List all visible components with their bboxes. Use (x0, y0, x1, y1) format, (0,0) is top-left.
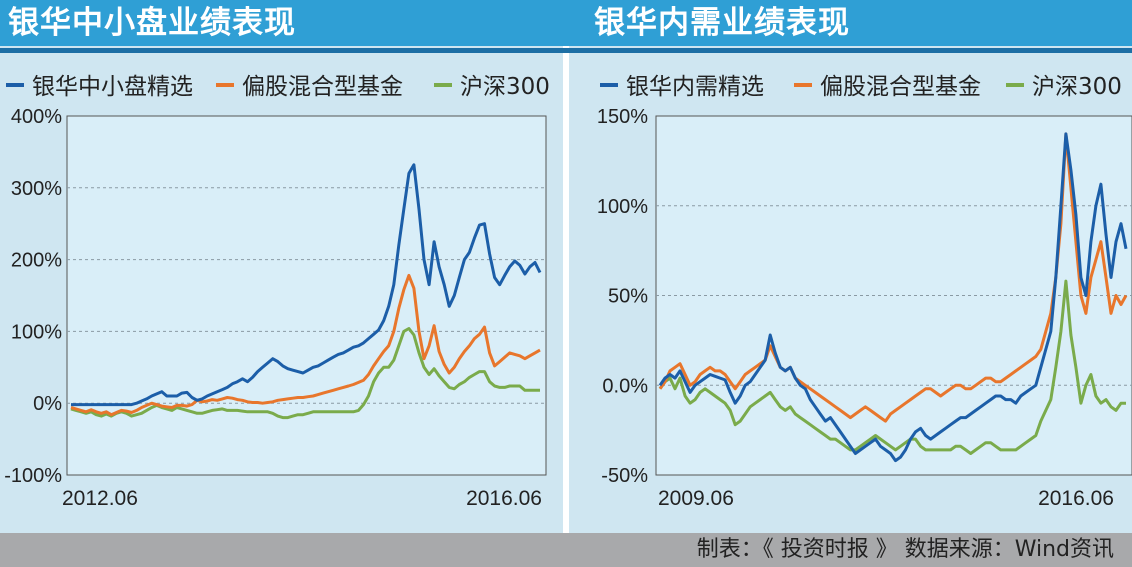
series-line (658, 132, 1128, 423)
x-tick-label: 2016.06 (466, 487, 542, 510)
y-tick-label: 300% (11, 178, 62, 200)
y-tick-label: -50% (601, 465, 648, 487)
panel-divider (563, 0, 569, 533)
legend-label: 沪深300 (1032, 74, 1122, 100)
left-chart-panel: 银华中小盘业绩表现 400% 300% 200% 100% 0% -100% 2012.06… (0, 0, 566, 533)
right-chart-panel: 银华内需业绩表现 150% 100% 50% 0.0% -50% 2009.06 2016.… (566, 0, 1132, 533)
legend-label: 银华中小盘精选 (32, 74, 193, 100)
series-line (71, 163, 542, 407)
y-tick-label: 200% (11, 250, 62, 272)
y-tick-label: -100% (4, 465, 62, 487)
line-chart-right: 150% 100% 50% 0.0% -50% 2009.06 2016.06 银华内需精选 偏… (597, 74, 1132, 510)
legend-label: 偏股混合型基金 (820, 74, 981, 100)
plot-area (66, 115, 547, 476)
y-tick-label: 0.0% (602, 375, 648, 397)
y-tick-label: 100% (597, 196, 648, 218)
y-tick-label: 400% (11, 106, 62, 128)
legend-label: 银华内需精选 (626, 74, 764, 100)
chart-title: 银华中小盘业绩表现 (0, 0, 566, 46)
series-line (70, 273, 541, 417)
legend-label: 偏股混合型基金 (242, 74, 403, 100)
source-footer: 制表：《 投资时报 》 数据来源：Wind资讯 (0, 533, 1132, 567)
y-tick-label: 50% (608, 286, 648, 308)
title-underline (0, 48, 566, 53)
y-tick-label: 0% (33, 393, 62, 415)
x-tick-label: 2009.06 (658, 487, 734, 510)
legend-label: 沪深300 (460, 74, 550, 100)
series-line (70, 327, 540, 420)
x-tick-label: 2016.06 (1038, 487, 1114, 510)
title-underline (566, 48, 1132, 53)
line-chart-left: 400% 300% 200% 100% 0% -100%2012.06 2016.06 银华中… (4, 74, 550, 510)
chart-title: 银华内需业绩表现 (566, 0, 1132, 46)
series-line (658, 279, 1126, 455)
y-tick-label: 100% (11, 321, 62, 343)
series-line (658, 132, 1128, 463)
x-tick-label: 2012.06 (62, 487, 138, 510)
y-tick-label: 150% (597, 106, 648, 128)
